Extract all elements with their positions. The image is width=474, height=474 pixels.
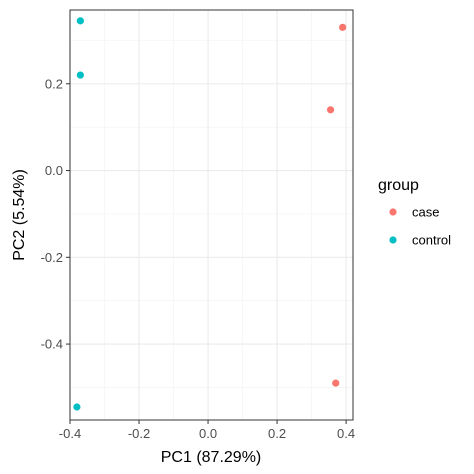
legend-key-case xyxy=(389,208,397,216)
data-points xyxy=(73,17,347,411)
data-point-control xyxy=(76,17,84,25)
y-tick-label: 0.2 xyxy=(45,76,63,91)
y-tick-label: -0.2 xyxy=(41,250,63,265)
legend-title: group xyxy=(378,177,419,194)
legend-label-case: case xyxy=(412,205,439,220)
x-axis-title: PC1 (87.29%) xyxy=(161,449,262,466)
legend-label-control: control xyxy=(412,233,451,248)
panel-background xyxy=(70,10,353,420)
x-tick-label: 0.2 xyxy=(268,426,286,441)
data-point-case xyxy=(339,23,347,31)
data-point-control xyxy=(73,403,81,411)
x-tick-label: -0.2 xyxy=(128,426,150,441)
data-point-case xyxy=(326,106,335,114)
x-tick-label: -0.4 xyxy=(59,426,81,441)
y-tick-label: 0.0 xyxy=(45,163,63,178)
panel-border xyxy=(69,9,354,421)
y-axis-title: PC2 (5.54%) xyxy=(11,169,28,261)
legend-key-control xyxy=(389,236,397,244)
y-tick-label: -0.4 xyxy=(41,337,63,352)
legend: group case control xyxy=(378,177,451,248)
minor-gridlines xyxy=(70,10,353,420)
axis-ticks: -0.4 -0.2 0.0 0.2 0.4 0.2 0.0 -0.2 -0.4 xyxy=(41,76,356,441)
data-point-case xyxy=(332,379,340,387)
data-point-control xyxy=(76,71,84,79)
x-tick-label: 0.0 xyxy=(199,426,217,441)
x-tick-label: 0.4 xyxy=(337,426,355,441)
